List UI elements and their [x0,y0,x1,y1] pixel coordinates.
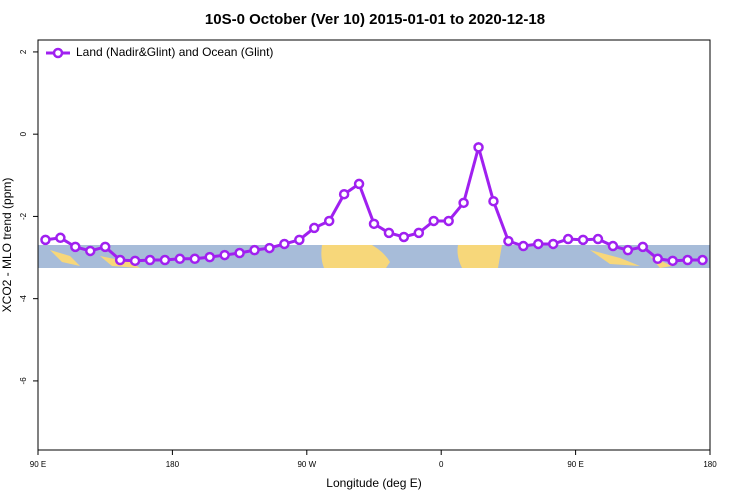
data-point [652,253,663,265]
map-land [457,245,502,268]
data-point [129,255,141,267]
data-point [353,178,365,190]
y-tick-label: -2 [19,212,28,220]
x-tick-label: 90 E [30,460,46,469]
data-point [279,238,290,250]
data-point [547,238,559,250]
data-point [70,241,81,253]
data-point [443,215,454,227]
data-point [294,234,305,246]
legend: Land (Nadir&Glint) and Ocean (Glint) [46,45,273,59]
legend-marker [52,47,64,59]
data-point [622,244,634,256]
x-tick-label: 180 [703,460,717,469]
data-point [204,251,215,263]
data-point [607,240,619,252]
x-tick-label: 90 E [567,460,583,469]
y-tick-label: -4 [19,295,28,303]
data-point [338,188,350,200]
map-land [321,245,390,268]
legend-label: Land (Nadir&Glint) and Ocean (Glint) [76,45,273,59]
data-point [518,240,529,252]
data-point [637,241,649,253]
data-point [85,245,96,257]
map-band [38,245,710,268]
data-point [562,233,574,245]
data-point [697,254,708,266]
data-point [264,242,275,254]
data-point [249,244,260,256]
data-point [398,231,410,243]
data-point [458,197,469,209]
data-point [682,254,693,266]
data-point [309,222,320,234]
data-point [174,253,186,265]
y-tick-label: 2 [19,49,28,54]
data-point [99,241,111,253]
data-point [219,249,230,261]
data-point [577,234,589,246]
x-tick-label: 0 [439,460,444,469]
y-tick-label: -6 [19,377,28,385]
data-point [428,215,439,227]
data-point [592,233,604,245]
chart-title: 10S-0 October (Ver 10) 2015-01-01 to 202… [205,11,545,28]
data-point [667,255,678,267]
data-point [473,142,484,153]
x-tick-label: 180 [166,460,180,469]
data-point [383,227,395,239]
data-point [488,195,499,207]
x-axis-label: Longitude (deg E) [326,476,421,490]
data-point [144,254,156,266]
data-point [368,218,380,230]
data-point [40,234,51,246]
data-point [413,227,425,239]
series-line [45,141,703,263]
data-point [323,215,335,227]
y-axis-label: XCO2 - MLO trend (ppm) [0,178,14,313]
data-point [234,247,245,259]
data-point [503,235,514,247]
data-point [189,253,201,265]
y-tick-label: 0 [19,131,28,136]
plot-frame [37,39,711,451]
data-point [533,238,544,250]
data-point [159,254,171,266]
x-tick-label: 90 W [297,460,316,469]
data-point [55,232,66,244]
data-point [114,254,126,266]
